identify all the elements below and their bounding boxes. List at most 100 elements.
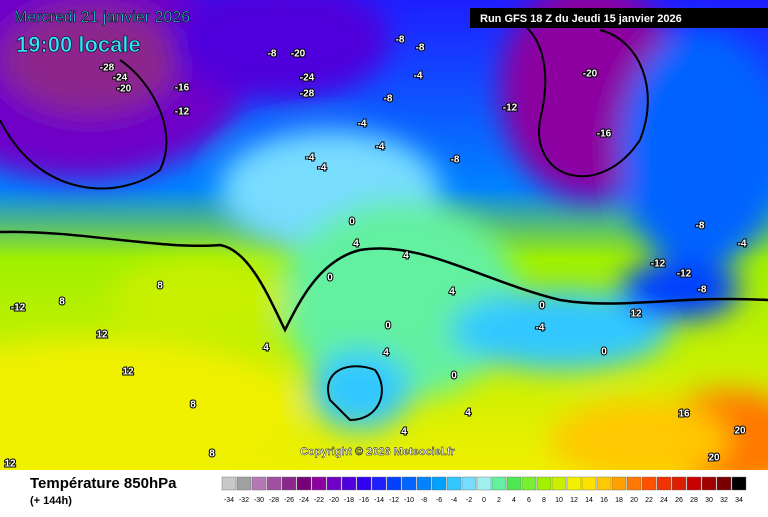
scale-tick-label: -22 [314, 497, 324, 504]
temperature-label: -16 [597, 129, 612, 140]
scale-swatch [401, 476, 417, 491]
scale-swatch [521, 476, 537, 491]
scale-swatch [536, 476, 552, 491]
copyright: Copyright © 2026 Meteociel.fr [300, 446, 456, 458]
scale-swatch [626, 476, 642, 491]
temperature-label: 12 [630, 309, 642, 320]
temperature-label: 4 [383, 348, 389, 359]
scale-swatch [221, 476, 237, 491]
scale-swatch [566, 476, 582, 491]
scale-tick-label: -14 [374, 497, 384, 504]
scale-swatch [596, 476, 612, 491]
scale-tick-label: 6 [527, 497, 531, 504]
forecast-time: 19:00 locale [16, 32, 141, 57]
scale-swatch [611, 476, 627, 491]
scale-tick-label: -32 [239, 497, 249, 504]
scale-tick-label: 32 [720, 497, 728, 504]
scale-tick-label: -34 [224, 497, 234, 504]
scale-tick-label: 34 [735, 497, 743, 504]
scale-swatch [686, 476, 702, 491]
temperature-label: 8 [157, 281, 163, 292]
scale-swatch [311, 476, 327, 491]
scale-swatch [671, 476, 687, 491]
temperature-label: 8 [190, 400, 196, 411]
scale-swatch [416, 476, 432, 491]
temperature-label: 12 [122, 367, 134, 378]
temperature-label: -4 [318, 163, 327, 174]
temperature-label: 12 [4, 459, 16, 470]
temperature-label: -24 [113, 73, 128, 84]
scale-swatch [701, 476, 717, 491]
scale-tick-label: -28 [269, 497, 279, 504]
scale-swatch [281, 476, 297, 491]
scale-swatch [251, 476, 267, 491]
scale-swatch [491, 476, 507, 491]
temperature-label: 4 [401, 427, 407, 438]
scale-tick-label: 16 [600, 497, 608, 504]
scale-tick-label: -24 [299, 497, 309, 504]
scale-tick-label: 24 [660, 497, 668, 504]
temperature-label: -8 [451, 155, 460, 166]
scale-tick-label: 30 [705, 497, 713, 504]
scale-swatch [371, 476, 387, 491]
scale-swatch [446, 476, 462, 491]
temperature-label: 0 [327, 273, 333, 284]
scale-swatch [341, 476, 357, 491]
temperature-label: 8 [209, 449, 215, 460]
temperature-label: 4 [465, 408, 471, 419]
temperature-label: -8 [268, 49, 277, 60]
scale-tick-label: -30 [254, 497, 264, 504]
temperature-label: -8 [396, 35, 405, 46]
temperature-label: 0 [349, 217, 355, 228]
scale-tick-label: 28 [690, 497, 698, 504]
temperature-label: -20 [583, 69, 598, 80]
run-box [470, 8, 768, 28]
temperature-label: 0 [539, 301, 545, 312]
temperature-label: -4 [414, 71, 423, 82]
scale-swatch [476, 476, 492, 491]
scale-swatch [386, 476, 402, 491]
temperature-label: 20 [734, 426, 746, 437]
temperature-label: 16 [678, 409, 690, 420]
temperature-label: -20 [117, 84, 132, 95]
temperature-label: -12 [651, 259, 666, 270]
scale-tick-label: 4 [512, 497, 516, 504]
map-labels: -28-24-20 -16-12-8 -20-24-28-8-8-4-8-4-4-4… [3, 34, 747, 471]
temperature-label: 0 [451, 371, 457, 382]
temperature-label: -28 [100, 63, 115, 74]
scale-tick-label: 10 [555, 497, 563, 504]
scale-tick-label: 14 [585, 497, 593, 504]
scale-tick-label: -10 [404, 497, 414, 504]
temperature-label: -4 [306, 153, 315, 164]
scale-swatch [506, 476, 522, 491]
color-scale: -34 -32 -30 -28 -26 -24 -22 -20 -18 -16 -14 -12 -10-… [221, 476, 747, 504]
scale-swatch [236, 476, 252, 491]
scale-tick-label: 12 [570, 497, 578, 504]
scale-tick-label: 0 [482, 497, 486, 504]
map-field [0, 0, 768, 490]
scale-tick-label: -12 [389, 497, 399, 504]
scale-tick-label: -4 [451, 497, 457, 504]
temperature-label: -8 [384, 94, 393, 105]
scale-tick-label: -26 [284, 497, 294, 504]
temperature-label: 4 [263, 343, 269, 354]
scale-tick-label: 18 [615, 497, 623, 504]
scale-tick-label: -18 [344, 497, 354, 504]
scale-swatch [266, 476, 282, 491]
scale-swatch [641, 476, 657, 491]
scale-tick-label: -16 [359, 497, 369, 504]
scale-swatch [716, 476, 732, 491]
scale-tick-label: 20 [630, 497, 638, 504]
footer-subtitle: (+ 144h) [30, 495, 72, 507]
temperature-label: -28 [300, 89, 315, 100]
scale-swatch [656, 476, 672, 491]
temperature-label: 12 [96, 330, 108, 341]
forecast-date: Mercredi 21 janvier 2026 [14, 9, 190, 26]
temperature-label: -8 [696, 221, 705, 232]
temperature-label: -4 [738, 239, 747, 250]
temperature-label: -12 [677, 269, 692, 280]
scale-swatch [461, 476, 477, 491]
temperature-label: -16 [175, 83, 190, 94]
temperature-label: -8 [698, 285, 707, 296]
